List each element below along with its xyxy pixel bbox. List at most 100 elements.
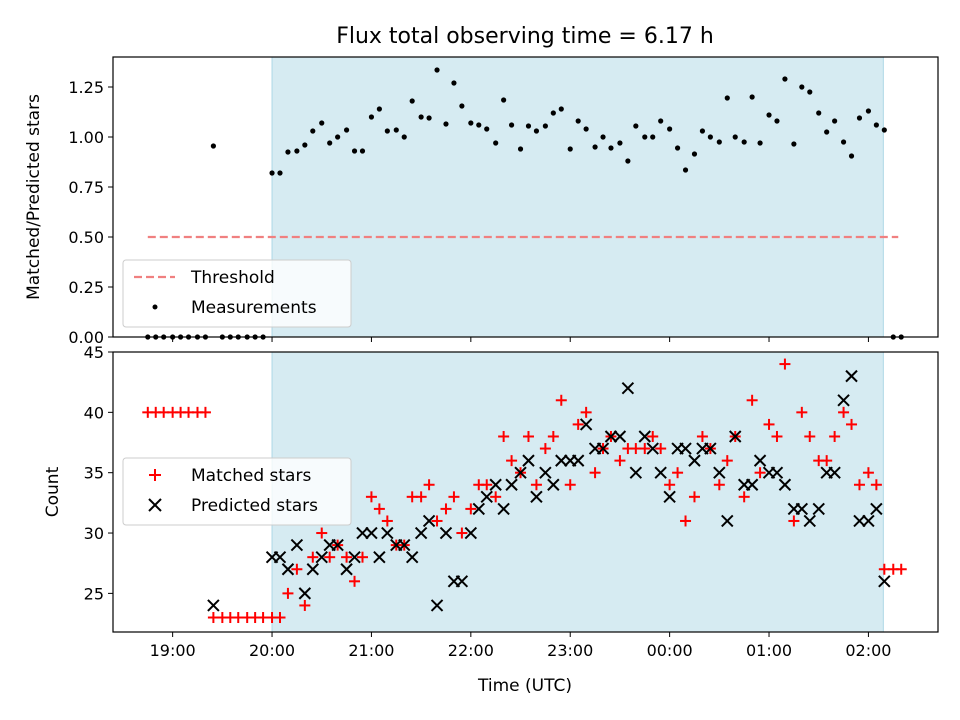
predicted-star-point xyxy=(596,442,610,455)
matched-star-point xyxy=(349,575,361,587)
predicted-star-point xyxy=(315,550,328,564)
matched-star-point xyxy=(614,455,626,467)
matched-star-point xyxy=(381,515,393,527)
matched-star-point xyxy=(530,479,542,491)
predicted-star-point xyxy=(770,466,784,479)
predicted-star-point xyxy=(539,466,552,479)
measurement-point xyxy=(525,123,532,129)
matched-star-point xyxy=(580,406,592,418)
measurement-point xyxy=(319,120,325,126)
matched-star-point xyxy=(431,515,443,527)
legend-predicted-swatch xyxy=(148,498,162,512)
measurement-point xyxy=(533,128,540,134)
measurement-point xyxy=(757,140,763,146)
bottom-xtick-label: 02:00 xyxy=(845,641,891,660)
matched-star-point xyxy=(829,430,841,442)
predicted-star-point xyxy=(489,478,502,491)
predicted-star-point xyxy=(340,563,353,576)
legend-measurements-label: Measurements xyxy=(191,298,317,318)
bottom-xtick-label: 21:00 xyxy=(348,641,394,660)
matched-star-point xyxy=(763,418,775,430)
bottom-ylabel: Count xyxy=(43,466,63,517)
bottom-panel-frame xyxy=(112,351,939,633)
measurement-point xyxy=(625,158,631,164)
predicted-star-point xyxy=(613,430,627,443)
measurement-point xyxy=(840,139,847,145)
measurement-point xyxy=(766,112,772,118)
predicted-star-point xyxy=(464,526,478,540)
predicted-star-point xyxy=(273,550,287,564)
chart-title: Flux total observing time = 6.17 h xyxy=(336,24,714,49)
top-ytick-label: 0.50 xyxy=(68,228,104,247)
predicted-star-point xyxy=(729,430,742,443)
predicted-star-point xyxy=(878,575,891,588)
predicted-star-point xyxy=(290,538,304,552)
measurement-point xyxy=(816,110,822,116)
bottom-ytick-label: 25 xyxy=(84,584,104,603)
predicted-star-point xyxy=(422,514,436,528)
predicted-star-point xyxy=(638,430,651,443)
bottom-ytick-label: 35 xyxy=(84,464,104,483)
predicted-star-point xyxy=(870,502,883,516)
matched-star-point xyxy=(415,491,427,503)
matched-star-point xyxy=(672,467,684,479)
measurement-point xyxy=(418,114,424,120)
top-ytick-label: 1.25 xyxy=(68,78,104,97)
bottom-ytick-label: 40 xyxy=(84,403,104,422)
measurement-point xyxy=(774,118,780,124)
legend-matched-label: Matched stars xyxy=(191,466,311,486)
bottom-legend: Matched stars Predicted stars xyxy=(122,457,352,526)
matched-star-point xyxy=(870,479,882,491)
measurement-point xyxy=(592,144,598,150)
predicted-star-point xyxy=(828,466,841,479)
predicted-star-point xyxy=(803,514,816,528)
matched-star-point xyxy=(456,527,468,539)
measurement-point xyxy=(508,122,515,128)
matched-star-point xyxy=(688,491,700,503)
matched-star-point xyxy=(838,406,850,418)
measurement-point xyxy=(724,95,730,101)
matched-star-point xyxy=(274,612,286,624)
matched-star-point xyxy=(555,394,567,406)
matched-star-point xyxy=(282,587,294,599)
measurement-point xyxy=(674,145,681,151)
matched-star-point xyxy=(440,503,452,515)
measurement-point xyxy=(608,145,614,151)
measurement-point xyxy=(567,146,573,152)
predicted-star-point xyxy=(663,490,676,504)
bottom-xtick-label: 20:00 xyxy=(249,641,295,660)
predicted-star-point xyxy=(721,514,734,528)
matched-star-point xyxy=(713,479,725,491)
matched-star-point xyxy=(373,503,385,515)
measurement-point xyxy=(351,148,358,154)
measurement-point xyxy=(617,140,623,146)
predicted-star-point xyxy=(207,599,220,612)
predicted-star-point xyxy=(704,442,717,455)
top-ytick-label: 0.25 xyxy=(68,278,104,297)
measurement-point xyxy=(667,126,673,132)
predicted-star-point xyxy=(505,478,518,491)
measurement-point xyxy=(476,122,482,128)
matched-star-point xyxy=(465,503,477,515)
measurement-point xyxy=(782,76,788,82)
bottom-xtick-label: 22:00 xyxy=(448,641,494,660)
matched-star-point xyxy=(738,491,750,503)
measurement-point xyxy=(343,127,350,133)
matched-star-point xyxy=(853,479,865,491)
predicted-star-point xyxy=(679,442,692,455)
predicted-star-point xyxy=(331,538,344,552)
measurement-point xyxy=(302,142,308,148)
measurement-point xyxy=(881,127,887,133)
predicted-star-point xyxy=(281,563,295,576)
measurement-point xyxy=(493,140,499,146)
predicted-star-point xyxy=(514,466,527,479)
matched-star-point xyxy=(356,551,368,563)
measurement-point xyxy=(269,170,275,176)
measurement-point xyxy=(558,106,564,112)
predicted-star-point xyxy=(348,550,361,564)
measurement-point xyxy=(359,148,366,154)
matched-star-point xyxy=(481,479,493,491)
matched-star-point xyxy=(291,563,303,575)
measurement-point xyxy=(575,118,581,124)
matched-star-point xyxy=(589,467,601,479)
